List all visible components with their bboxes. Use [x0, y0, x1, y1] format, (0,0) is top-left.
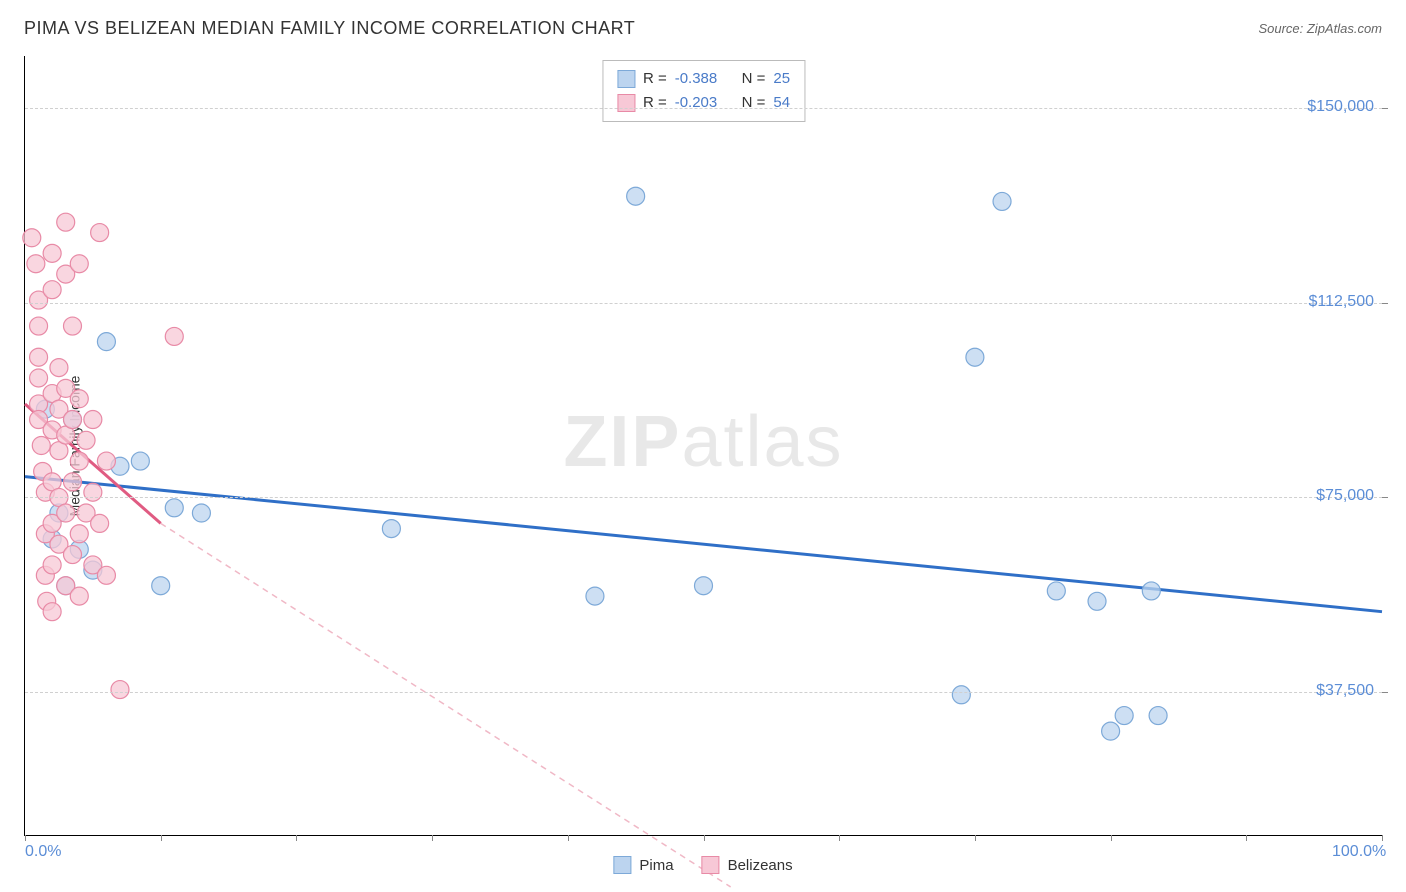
tick-mark	[568, 835, 569, 841]
tick-mark	[1382, 692, 1388, 693]
legend-item: Pima	[613, 856, 673, 874]
x-tick-label: 0.0%	[25, 843, 61, 861]
stats-row: R =-0.203 N =54	[617, 91, 790, 115]
tick-mark	[1382, 835, 1383, 841]
scatter-svg	[25, 56, 1382, 835]
tick-mark	[1246, 835, 1247, 841]
tick-mark	[1382, 303, 1388, 304]
tick-mark	[839, 835, 840, 841]
series-swatch	[617, 94, 635, 112]
gridline	[25, 108, 1382, 109]
legend-item: Belizeans	[702, 856, 793, 874]
y-tick-label: $112,500	[1308, 293, 1374, 311]
x-tick-label: 100.0%	[1332, 843, 1386, 861]
series-swatch	[617, 70, 635, 88]
tick-mark	[975, 835, 976, 841]
chart-plot-area: ZIPatlas R =-0.388 N =25 R =-0.203 N =54…	[24, 56, 1382, 836]
y-tick-label: $37,500	[1316, 682, 1374, 700]
legend-label: Belizeans	[728, 857, 793, 874]
correlation-stats-box: R =-0.388 N =25 R =-0.203 N =54	[602, 60, 805, 122]
legend: Pima Belizeans	[613, 856, 792, 874]
legend-label: Pima	[639, 857, 673, 874]
gridline	[25, 497, 1382, 498]
y-tick-label: $150,000	[1307, 98, 1374, 116]
tick-mark	[1382, 497, 1388, 498]
gridline	[25, 303, 1382, 304]
tick-mark	[432, 835, 433, 841]
source-attribution: Source: ZipAtlas.com	[1258, 21, 1382, 36]
stats-row: R =-0.388 N =25	[617, 67, 790, 91]
y-tick-label: $75,000	[1316, 487, 1374, 505]
tick-mark	[1111, 835, 1112, 841]
tick-mark	[161, 835, 162, 841]
gridline	[25, 692, 1382, 693]
tick-mark	[704, 835, 705, 841]
tick-mark	[25, 835, 26, 841]
legend-swatch	[613, 856, 631, 874]
tick-mark	[296, 835, 297, 841]
legend-swatch	[702, 856, 720, 874]
chart-title: PIMA VS BELIZEAN MEDIAN FAMILY INCOME CO…	[24, 18, 635, 39]
tick-mark	[1382, 108, 1388, 109]
